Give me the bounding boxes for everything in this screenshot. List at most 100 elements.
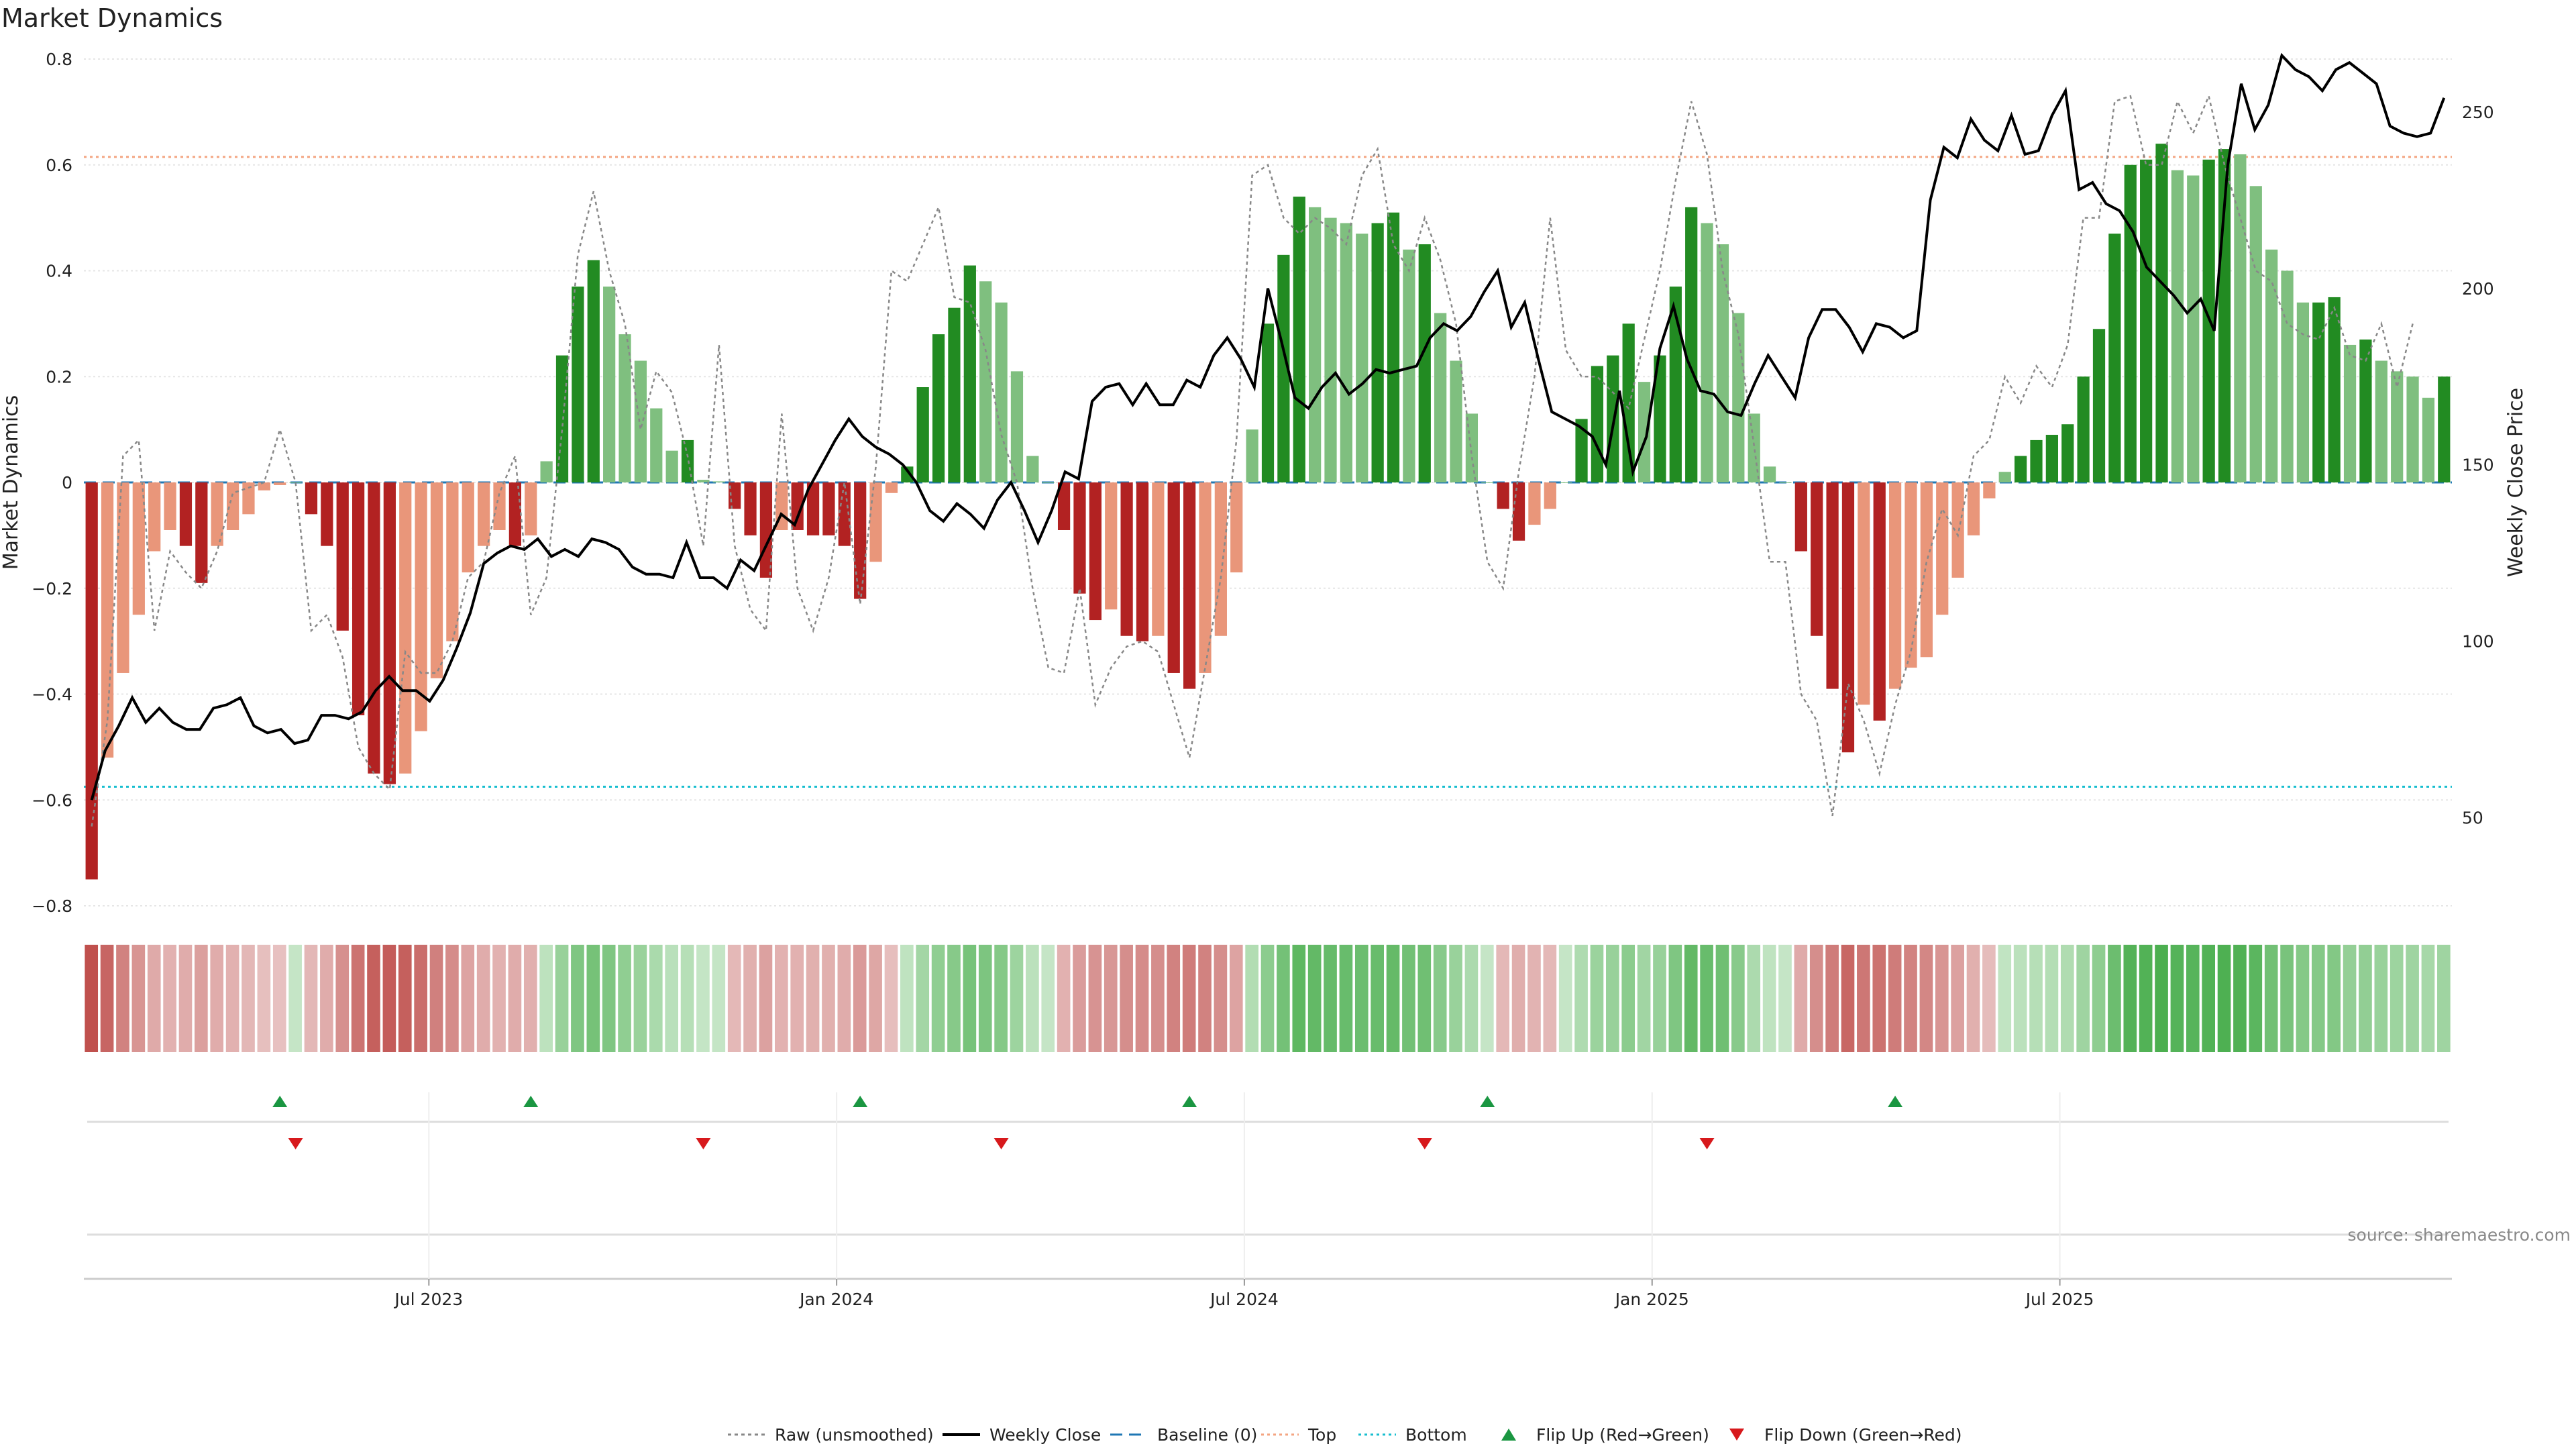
momentum-bar [336,482,349,631]
momentum-bar [540,461,553,482]
momentum-bar [2171,170,2184,482]
momentum-bar [1716,244,1729,482]
momentum-bar [1591,366,1604,482]
regime-cell [1073,945,1086,1052]
momentum-bar [195,482,208,583]
regime-cell [1120,945,1133,1052]
momentum-bar [1888,482,1902,689]
regime-cell [947,945,961,1052]
regime-cell [1480,945,1494,1052]
left-axis-title: Market Dynamics [0,395,23,570]
legend-swatch [1501,1429,1516,1441]
flip-up-marker [272,1096,288,1107]
momentum-bar [1560,482,1572,483]
regime-cell [1386,945,1400,1052]
regime-cell [837,945,851,1052]
regime-cell [178,945,193,1052]
regime-cell [2186,945,2200,1052]
regime-cell [1762,945,1776,1052]
x-tick-label: Jul 2025 [2025,1290,2094,1309]
momentum-bar [1183,482,1196,689]
regime-cell [1668,945,1682,1052]
regime-cell [1951,945,1964,1052]
regime-cell [712,945,726,1052]
regime-cell [1590,945,1604,1052]
momentum-bar [1309,207,1322,482]
regime-cell [2312,945,2325,1052]
momentum-bar [1434,313,1447,482]
momentum-bar [1293,197,1305,482]
momentum-bar [242,482,255,515]
regime-cell [1496,945,1510,1052]
regime-cell [1825,945,1839,1052]
regime-cell [2170,945,2184,1052]
weekly-close-series [90,52,2446,800]
momentum-bar [1277,254,1290,482]
regime-cell [398,945,412,1052]
momentum-bar [2328,297,2341,482]
regime-cell [1684,945,1698,1052]
regime-cell [2076,945,2090,1052]
momentum-bar [979,281,992,482]
regime-cell [100,945,114,1052]
regime-cell [649,945,663,1052]
regime-cell [1198,945,1212,1052]
regime-cell [665,945,679,1052]
regime-cell [931,945,945,1052]
regime-cell [1167,945,1181,1052]
momentum-bar [1998,472,2011,482]
regime-cell [2390,945,2404,1052]
regime-cell [1277,945,1290,1052]
momentum-bar [822,482,835,535]
x-tick-label: Jan 2024 [798,1290,873,1309]
x-tick-label: Jul 2023 [393,1290,463,1309]
regime-cell [2296,945,2310,1052]
regime-cell [2139,945,2153,1052]
x-tick-label: Jul 2024 [1209,1290,1279,1309]
momentum-bar [1638,382,1651,482]
momentum-bar [1026,456,1039,482]
regime-cell [2217,945,2231,1052]
momentum-bar [697,480,710,482]
momentum-bar [932,334,945,482]
momentum-bar [1497,482,1509,509]
momentum-bar [1654,355,1666,482]
regime-cell [335,945,350,1052]
regime-cell [163,945,176,1052]
momentum-bar [1858,482,1870,705]
legend-label: Weekly Close [989,1425,1101,1445]
regime-cell [602,945,616,1052]
momentum-bar [1136,482,1149,641]
regime-cell [1904,945,1917,1052]
momentum-bar [1105,482,1118,610]
flip-up-marker [853,1096,868,1107]
momentum-bar [2187,175,2200,482]
regime-cell [1104,945,1118,1052]
legend-item: Bottom [1358,1425,1467,1445]
regime-cell [492,945,506,1052]
momentum-bar [1685,207,1698,482]
regime-cell [978,945,992,1052]
momentum-bar [2249,186,2262,482]
left-tick-label: 0 [62,473,72,492]
momentum-bar [1512,482,1525,541]
regime-cell [2045,945,2059,1052]
regime-cell [1026,945,1039,1052]
momentum-bar [1261,323,1275,482]
regime-cell [1574,945,1588,1052]
legend-label: Top [1307,1425,1336,1445]
left-tick-label: 0.2 [46,367,72,386]
right-tick-label: 250 [2462,103,2494,122]
momentum-bar [1701,223,1713,482]
regime-cell [1809,945,1823,1052]
regime-cell [853,945,867,1052]
regime-cell [1637,945,1651,1052]
momentum-bar [2438,376,2451,482]
momentum-bar [744,482,757,535]
momentum-bar [1669,287,1682,482]
momentum-bar [1089,482,1102,621]
legend-label: Flip Down (Green→Red) [1764,1425,1962,1445]
regime-cell [822,945,835,1052]
regime-cell [916,945,930,1052]
momentum-bar [1073,482,1086,594]
